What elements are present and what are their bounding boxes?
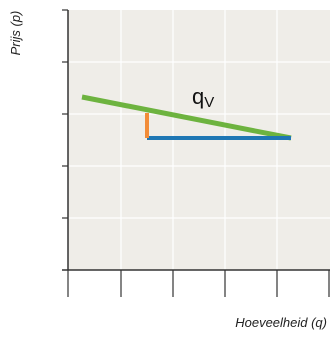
y-axis-label: Prijs (p) bbox=[8, 11, 23, 56]
curve-label-main: q bbox=[192, 84, 204, 109]
supply-curve bbox=[81, 94, 292, 141]
x-axis-ticks bbox=[67, 270, 330, 297]
y-axis-ticks bbox=[62, 9, 68, 219]
curve-label-subscript: V bbox=[204, 94, 214, 111]
grid-horizontal bbox=[68, 61, 330, 219]
curve-label: qV bbox=[192, 84, 214, 111]
x-axis-label: Hoeveelheid (q) bbox=[235, 315, 327, 330]
